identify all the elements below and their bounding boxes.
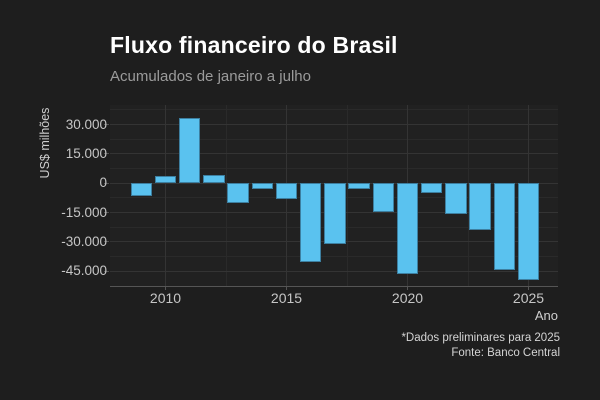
page-subtitle: Acumulados de janeiro a julho: [110, 68, 311, 85]
y-tick-mark: [104, 153, 109, 155]
bar-2013: [227, 183, 249, 203]
gridline-minor: [467, 105, 469, 286]
bar-2022: [445, 183, 467, 214]
gridline-major: [165, 105, 166, 286]
gridline-minor: [110, 256, 558, 258]
y-tick-label: -30.000: [61, 233, 107, 249]
gridline-major: [110, 270, 558, 272]
x-tick-label: 2010: [149, 290, 182, 306]
gridline-major: [110, 124, 558, 126]
x-tick-label: 2020: [391, 290, 424, 306]
x-axis-title: Ano: [534, 308, 558, 323]
bar-2009: [130, 183, 153, 196]
bar-2025: [517, 183, 540, 281]
bar-2017: [324, 183, 346, 244]
x-tick-mark: [286, 286, 287, 290]
gridline-minor: [110, 109, 558, 111]
x-axis-line: [110, 286, 558, 287]
gridline-minor: [110, 138, 558, 140]
bar-2012: [203, 175, 225, 184]
bar-2011: [178, 117, 201, 184]
y-tick-mark: [104, 270, 109, 272]
y-tick-mark: [104, 124, 109, 126]
bar-2020: [396, 183, 419, 275]
y-tick-mark: [104, 241, 109, 243]
x-tick-mark: [407, 286, 408, 290]
y-tick-label: 15.000: [65, 145, 107, 161]
gridline-minor: [225, 105, 227, 286]
x-tick-label: 2025: [512, 290, 545, 306]
plot-panel: [110, 105, 558, 286]
bar-2018: [348, 183, 370, 190]
bar-2010: [154, 176, 177, 184]
caption-note: *Dados preliminares para 2025: [401, 332, 560, 344]
bar-2014: [251, 183, 274, 190]
bar-2024: [493, 183, 516, 271]
bar-2023: [469, 183, 491, 231]
gridline-major: [110, 153, 558, 155]
bar-2015: [275, 183, 298, 199]
caption: *Dados preliminares para 2025 Fonte: Ban…: [401, 331, 560, 360]
y-tick-mark: [104, 182, 109, 184]
gridline-minor: [110, 168, 558, 170]
y-tick-label: -45.000: [61, 263, 107, 279]
bar-2016: [299, 183, 322, 262]
page-title: Fluxo financeiro do Brasil: [110, 32, 398, 58]
x-tick-label: 2015: [270, 290, 303, 306]
caption-source: Fonte: Banco Central: [451, 346, 560, 359]
x-tick-mark: [528, 286, 529, 290]
y-tick-mark: [104, 212, 109, 214]
bar-2019: [372, 183, 395, 212]
y-tick-label: 0: [99, 175, 107, 191]
gridline-minor: [346, 105, 348, 286]
bar-2021: [420, 183, 443, 194]
y-tick-label: 30.000: [65, 116, 107, 132]
x-tick-mark: [165, 286, 166, 290]
y-tick-label: -15.000: [61, 204, 107, 220]
